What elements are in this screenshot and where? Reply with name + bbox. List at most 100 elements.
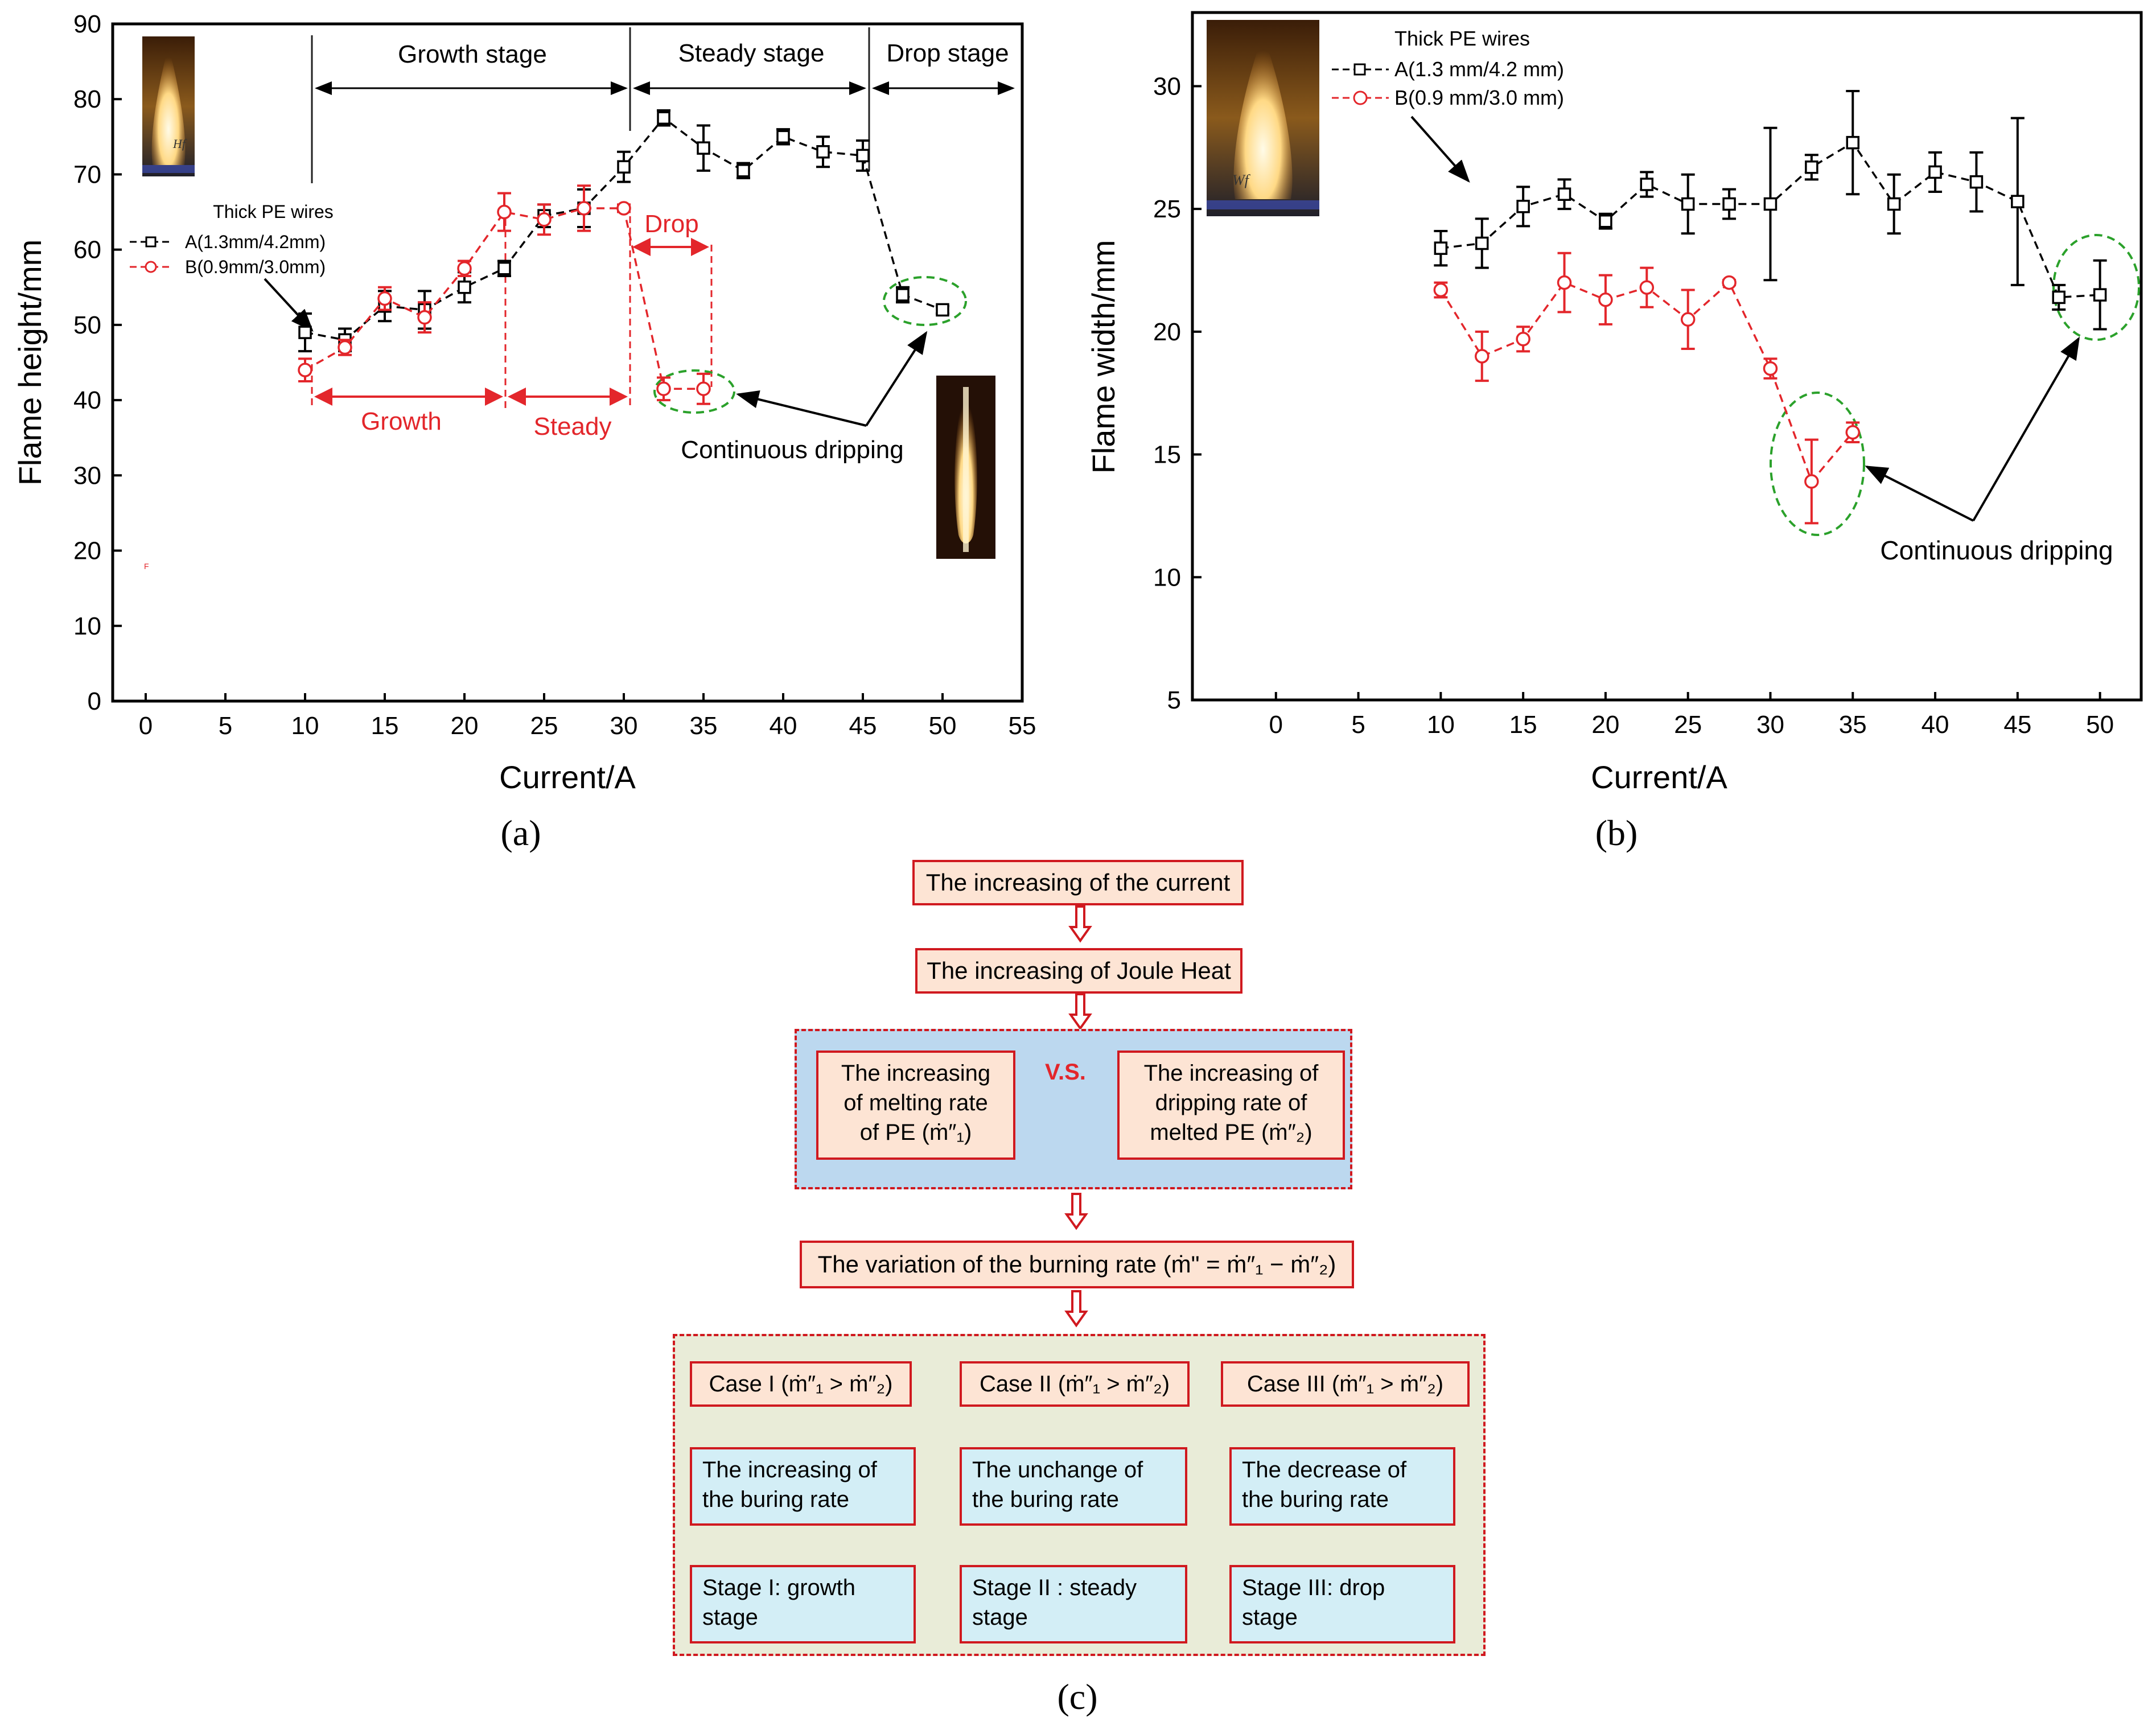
b-series-1-point-10 xyxy=(1845,425,1861,440)
a-series-1-point-8 xyxy=(616,201,631,216)
steady-stage-label: Steady stage xyxy=(678,39,825,67)
melting-line-3: of PE (ṁ″₁) xyxy=(859,1120,972,1145)
b-series-1-point-3 xyxy=(1557,275,1572,290)
a-series-0-point-4 xyxy=(458,281,471,294)
b-series-0-point-12 xyxy=(1928,165,1942,179)
b-series-1-point-4 xyxy=(1598,293,1613,307)
a-ytick-label-40: 40 xyxy=(73,386,101,414)
b-series-0-point-9 xyxy=(1805,160,1818,174)
b-xtick-label-45: 45 xyxy=(2003,711,2031,739)
dripping-rate-box: The increasing of dripping rate of melte… xyxy=(1117,1051,1345,1160)
a-series-0-point-8 xyxy=(617,160,631,174)
b-series-0-point-11 xyxy=(1887,197,1901,211)
panel-b-x-axis: 0 5 10 15 20 25 30 35 40 45 50 xyxy=(1269,692,2114,739)
flow-panel-label: (c) xyxy=(1057,1676,1097,1717)
panel-a-series xyxy=(298,109,949,405)
a-xtick-label-40: 40 xyxy=(770,712,797,740)
flame-photo-b: Wf xyxy=(1207,20,1319,216)
panel-a-xlabel: Current/A xyxy=(499,759,636,795)
dripping-arrow-b-1 xyxy=(1865,466,1974,522)
dripping-label-a: Continuous dripping xyxy=(681,436,903,464)
case3-stage-box: Stage III: drop stage xyxy=(1229,1565,1455,1643)
case3-rate-line-2: the buring rate xyxy=(1242,1487,1389,1512)
legend-b-marker-red xyxy=(1353,90,1368,105)
case1-stage-line-2: stage xyxy=(702,1605,758,1630)
a-series-1-point-4 xyxy=(457,261,472,276)
dripping-ellipse-black xyxy=(883,276,967,326)
melting-line-1: The increasing xyxy=(841,1061,991,1086)
a-ytick-label-50: 50 xyxy=(73,311,101,339)
a-ytick-label-60: 60 xyxy=(73,236,101,264)
b-xtick-label-50: 50 xyxy=(2086,711,2114,739)
b-series-1-point-7 xyxy=(1722,275,1737,290)
panel-a-x-axis: 0 5 10 15 20 25 30 35 40 45 50 55 xyxy=(139,693,1036,740)
panel-a-y-axis: 0 10 20 30 40 50 60 70 80 90 xyxy=(73,10,122,715)
b-xtick-label-25: 25 xyxy=(1674,711,1702,739)
b-series-0-point-2 xyxy=(1516,200,1530,213)
flow-arrow-4 xyxy=(1064,1290,1088,1328)
case3-stage-line-2: stage xyxy=(1242,1605,1298,1630)
a-xtick-label-10: 10 xyxy=(291,712,319,740)
legend-a-marker-red xyxy=(145,261,157,273)
case1-stage-box: Stage I: growth stage xyxy=(690,1565,916,1643)
b-xtick-label-5: 5 xyxy=(1351,711,1365,739)
stray-red-tick: F xyxy=(144,562,149,571)
a-series-1-point-5 xyxy=(497,204,512,220)
panel-b-ylabel: Flame width/mm xyxy=(1085,240,1121,474)
case3-head: Case III (ṁ″₁ > ṁ″₂) xyxy=(1221,1361,1470,1407)
a-series-0-point-11 xyxy=(737,164,750,178)
b-series-0-point-7 xyxy=(1722,197,1736,211)
legend-b-pointer xyxy=(1410,116,1470,183)
b-series-0-point-4 xyxy=(1599,214,1612,228)
dripping-ellipse-red xyxy=(653,369,735,414)
case2-stage-line-2: stage xyxy=(972,1605,1028,1630)
a-series-1-point-10 xyxy=(696,381,711,397)
case2-stage-line-1: Stage II : steady xyxy=(972,1575,1137,1600)
b-ytick-label-20: 20 xyxy=(1153,318,1181,346)
panel-b-series xyxy=(1433,90,2107,525)
b-series-0-point-13 xyxy=(1969,175,1984,189)
case2-rate-line-2: the buring rate xyxy=(972,1487,1119,1512)
b-xtick-label-10: 10 xyxy=(1427,711,1455,739)
b-series-0-point-15 xyxy=(2052,290,2066,304)
a-ytick-label-90: 90 xyxy=(73,10,101,38)
growth-stage-label: Growth stage xyxy=(398,40,547,68)
dripping-arrow-b-2 xyxy=(1972,336,2080,522)
b-series-0-point-0 xyxy=(1434,241,1448,255)
b-ytick-label-25: 25 xyxy=(1153,195,1181,223)
a-ytick-label-10: 10 xyxy=(73,612,101,640)
case1-stage-line-1: Stage I: growth xyxy=(702,1575,856,1600)
a-ytick-label-20: 20 xyxy=(73,537,101,565)
dripping-line-2: dripping rate of xyxy=(1155,1090,1307,1115)
a-ytick-label-70: 70 xyxy=(73,160,101,188)
b-series-1-point-9 xyxy=(1804,474,1819,489)
panel-b-y-axis: 5 10 15 20 25 30 xyxy=(1153,72,1202,714)
b-series-1-point-6 xyxy=(1680,312,1696,327)
a-series-0-point-5 xyxy=(497,261,511,275)
a-xtick-label-55: 55 xyxy=(1009,712,1036,740)
joule-box: The increasing of Joule Heat xyxy=(915,948,1242,994)
dripping-arrow-2 xyxy=(865,331,928,427)
a-series-1-point-3 xyxy=(417,310,432,325)
case2-stage-box: Stage II : steady stage xyxy=(960,1565,1187,1643)
b-series-0-point-8 xyxy=(1763,197,1778,211)
a-series-0-point-10 xyxy=(697,141,710,155)
legend-a-series-red: B(0.9mm/3.0mm) xyxy=(185,257,326,277)
b-series-0-point-16 xyxy=(2093,288,2107,302)
case1-rate-line-1: The increasing of xyxy=(702,1457,877,1482)
a-ytick-label-80: 80 xyxy=(73,85,101,113)
b-series-0-point-1 xyxy=(1475,236,1489,250)
red-drop-label: Drop xyxy=(644,210,698,238)
legend-a-title: Thick PE wires xyxy=(213,201,334,222)
dripping-line-1: The increasing of xyxy=(1143,1061,1319,1086)
case3-rate-line-1: The decrease of xyxy=(1242,1457,1407,1482)
a-series-1-point-1 xyxy=(338,340,352,355)
a-ytick-label-0: 0 xyxy=(88,687,101,715)
a-xtick-label-15: 15 xyxy=(371,712,399,740)
legend-b-series-red: B(0.9 mm/3.0 mm) xyxy=(1394,86,1564,109)
flow-arrow-3 xyxy=(1064,1193,1088,1230)
a-series-1-point-7 xyxy=(577,201,591,216)
panel-a-chart: 0 10 20 30 40 50 60 70 80 90 0 5 10 15 20 25 30 35 40 45 50… xyxy=(12,10,1036,853)
b-series-0-point-3 xyxy=(1557,187,1571,201)
dripping-line-3: melted PE (ṁ″₂) xyxy=(1150,1120,1312,1145)
